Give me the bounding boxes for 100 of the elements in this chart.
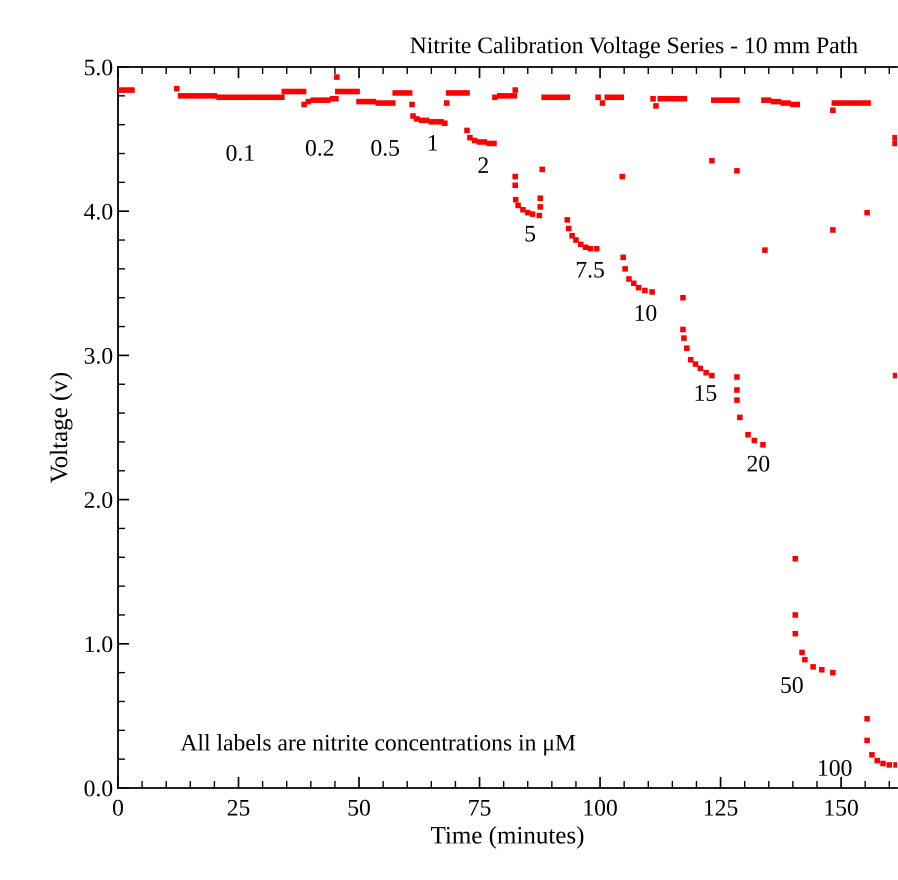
- point: [512, 87, 518, 93]
- x-tick-label: 25: [228, 800, 250, 816]
- point: [409, 102, 415, 108]
- point: [406, 90, 412, 96]
- point: [491, 140, 497, 146]
- y-axis-title: Voltage (v): [50, 372, 73, 483]
- annotation: 15: [696, 385, 716, 401]
- x-tick-label: 50: [348, 800, 370, 816]
- point: [734, 374, 740, 380]
- annotation: 2: [478, 157, 488, 173]
- point: [776, 98, 782, 104]
- point: [539, 166, 545, 172]
- annotation: 0.1: [226, 144, 254, 161]
- x-tick-label: 150: [825, 800, 858, 816]
- point: [649, 289, 655, 295]
- point: [737, 414, 743, 420]
- point: [515, 202, 521, 208]
- point: [467, 134, 473, 140]
- point: [734, 168, 740, 174]
- point: [594, 246, 600, 252]
- point: [794, 102, 800, 108]
- point: [653, 103, 659, 109]
- y-tick-label: 1.0: [86, 636, 112, 652]
- point: [354, 88, 360, 94]
- point: [734, 387, 740, 393]
- annotation: All labels are nitrite concentrations in μM: [180, 734, 576, 756]
- annotation: 0.5: [371, 140, 400, 156]
- point: [588, 246, 594, 252]
- point: [390, 100, 396, 106]
- point: [600, 100, 606, 106]
- annotation: 10: [636, 305, 656, 321]
- point: [520, 206, 526, 213]
- point: [578, 242, 584, 248]
- point: [424, 118, 430, 124]
- point: [830, 670, 836, 676]
- y-tick-label: 5.0: [84, 59, 112, 76]
- point: [681, 335, 687, 341]
- point: [792, 630, 798, 636]
- point: [636, 284, 642, 290]
- point: [864, 210, 870, 216]
- point: [830, 227, 836, 233]
- annotation: 100: [819, 760, 852, 776]
- point: [524, 210, 531, 216]
- point: [300, 88, 306, 94]
- point: [869, 752, 875, 758]
- point: [752, 438, 758, 444]
- chart-title: Nitrite Calibration Voltage Series - 10 mm Path: [410, 36, 858, 58]
- point: [464, 128, 470, 134]
- point: [626, 276, 632, 282]
- point: [482, 139, 488, 145]
- y-tick-label: 3.0: [84, 348, 112, 364]
- annotation: 0.2: [306, 140, 334, 156]
- y-tick-label: 4.0: [84, 204, 112, 220]
- point: [530, 211, 536, 217]
- point: [762, 247, 768, 253]
- point: [684, 345, 690, 351]
- point: [766, 97, 772, 103]
- point: [350, 88, 356, 94]
- point: [335, 88, 341, 94]
- point: [344, 88, 350, 94]
- point: [333, 96, 339, 102]
- point: [631, 280, 637, 286]
- point: [564, 217, 570, 223]
- point: [306, 98, 312, 104]
- annotation: 7.5: [576, 262, 604, 278]
- point: [886, 762, 892, 768]
- annotation: 1: [428, 134, 438, 151]
- point: [864, 716, 870, 722]
- point: [174, 86, 180, 92]
- point: [618, 94, 624, 100]
- point: [370, 98, 376, 104]
- point: [129, 87, 135, 93]
- point: [874, 758, 880, 764]
- point: [792, 612, 798, 618]
- point: [279, 94, 285, 100]
- point: [536, 212, 542, 218]
- point: [334, 74, 340, 80]
- point: [802, 656, 808, 662]
- point: [296, 88, 302, 94]
- point: [538, 204, 544, 210]
- point: [512, 182, 518, 188]
- point: [799, 650, 805, 656]
- point: [892, 134, 897, 140]
- point: [620, 254, 626, 260]
- x-tick-label: 125: [704, 800, 738, 816]
- point: [282, 88, 288, 94]
- point: [692, 361, 698, 367]
- point: [892, 140, 897, 146]
- point: [619, 174, 626, 180]
- point: [734, 397, 740, 403]
- point: [472, 138, 478, 144]
- annotation: 20: [748, 456, 770, 472]
- point: [864, 738, 870, 744]
- x-tick-label: 100: [584, 800, 617, 816]
- point: [682, 96, 688, 102]
- point: [680, 294, 686, 300]
- point: [414, 116, 420, 122]
- x-tick-label: 75: [469, 800, 490, 816]
- point: [511, 93, 518, 99]
- point: [680, 326, 686, 332]
